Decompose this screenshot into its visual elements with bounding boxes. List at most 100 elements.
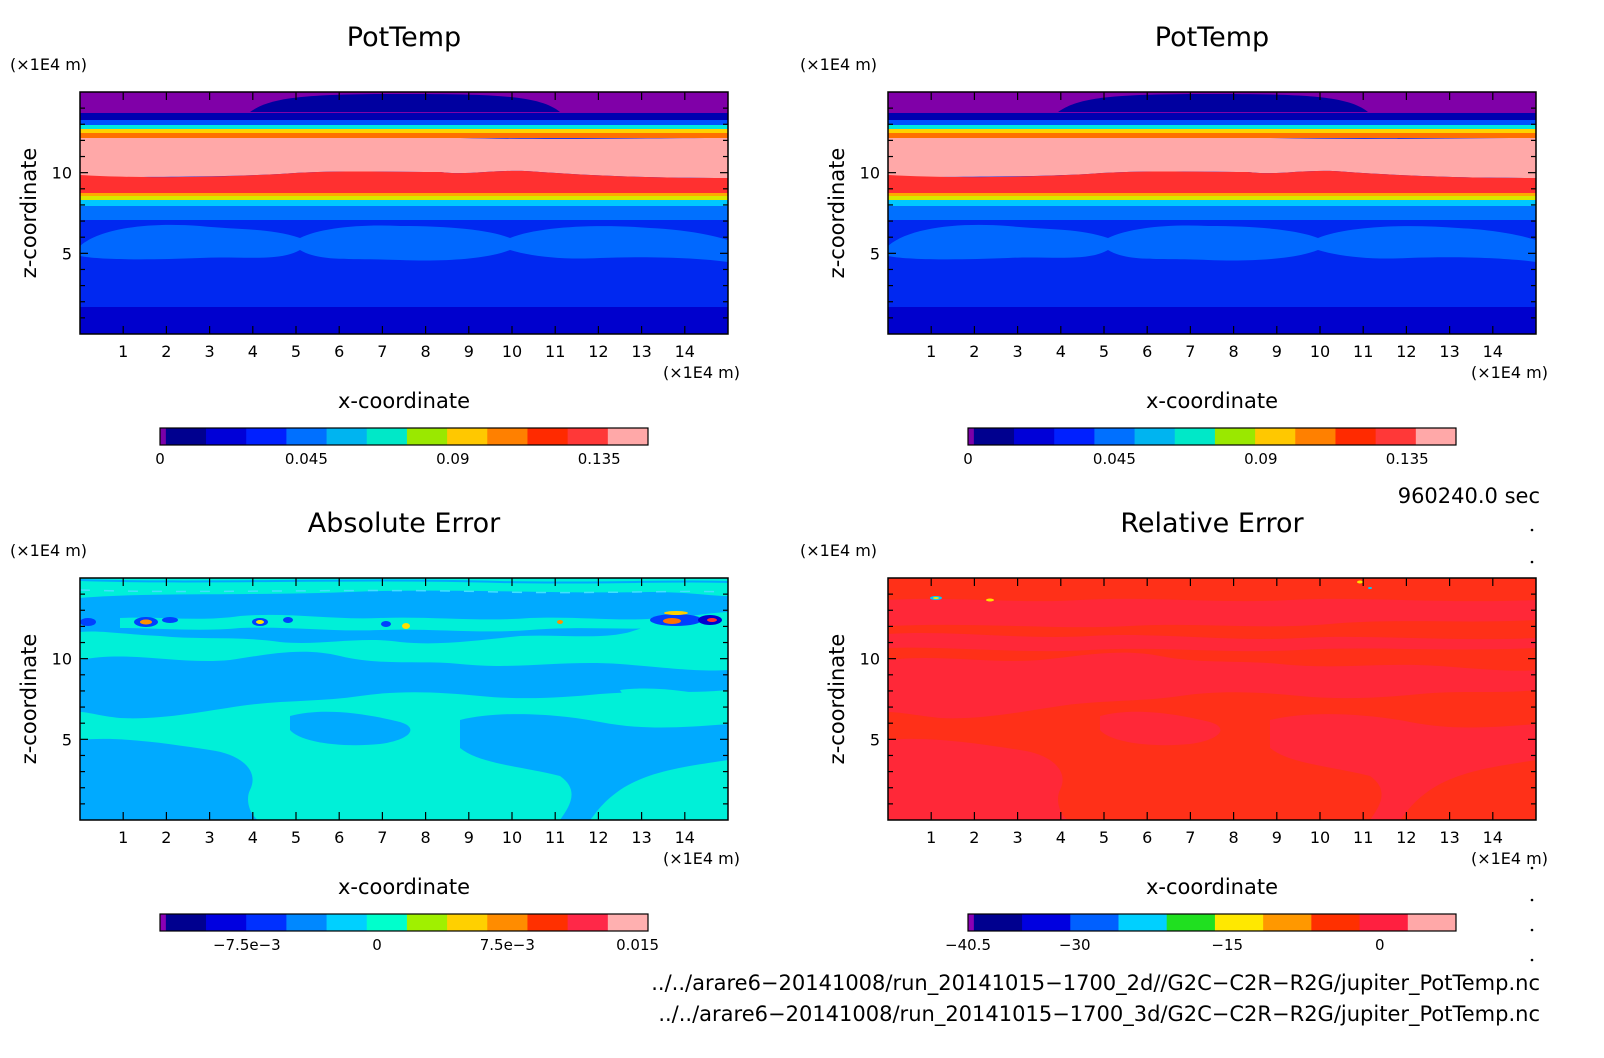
colorbar-tick-label: 0.015 [616, 936, 659, 954]
colorbar-segment [366, 428, 408, 445]
colorbar-segment [968, 428, 975, 445]
y-tick-label: 5 [870, 244, 880, 263]
colorbar-tick-label: 0.135 [578, 450, 621, 468]
x-tick-label: 8 [421, 828, 431, 847]
colorbar: −40.5 −30 −15 0 [945, 913, 1457, 954]
x-tick-label: 6 [334, 828, 344, 847]
x-tick-label: 10 [502, 828, 522, 847]
panel-title: PotTemp [1155, 22, 1269, 53]
x-tick-label: 3 [1013, 342, 1023, 361]
colorbar: −7.5e−3 0 7.5e−3 0.015 [159, 913, 659, 954]
colorbar-segment [1407, 914, 1457, 931]
y-tick-label: 5 [62, 730, 72, 749]
x-tick-label: 9 [1272, 342, 1282, 361]
y-unit-label: (×1E4 m) [800, 55, 877, 74]
y-axis-label: z-coordinate [17, 634, 41, 765]
colorbar-segment [527, 914, 569, 931]
x-unit-label: (×1E4 m) [1471, 363, 1548, 382]
colorbar-segment [567, 428, 609, 445]
colorbar-segment [165, 428, 207, 445]
colorbar-segment [1022, 914, 1071, 931]
panel-absolute-error: Absolute Error (×1E4 m) [10, 508, 740, 954]
contour-field [80, 92, 728, 334]
colorbar-segment [160, 914, 167, 931]
colorbar-segment [406, 428, 448, 445]
colorbar-segment [968, 914, 975, 931]
colorbar-tick-label: 0 [372, 936, 382, 954]
colorbar-segment [607, 914, 649, 931]
x-tick-label: 10 [502, 342, 522, 361]
contour-field [80, 578, 728, 820]
panel-title: Relative Error [1120, 508, 1304, 539]
y-axis-ticks: 5 10 [860, 593, 1536, 805]
x-tick-label: 12 [1396, 828, 1416, 847]
x-tick-label: 10 [1310, 828, 1330, 847]
y-unit-label: (×1E4 m) [10, 541, 87, 560]
colorbar-segment [487, 914, 528, 931]
colorbar-segment [567, 914, 609, 931]
colorbar-segment [1255, 428, 1296, 445]
panel-relative-error: Relative Error (×1E4 m) 1 2 3 4 5 6 7 8 9 10 11 12 1… [800, 508, 1548, 954]
y-tick-label: 10 [860, 650, 880, 669]
x-axis-ticks: 1 2 3 4 5 6 7 8 9 10 11 12 13 14 [118, 92, 695, 361]
x-tick-label: 5 [1099, 828, 1109, 847]
x-tick-label: 12 [1396, 342, 1416, 361]
x-axis-ticks: 1 2 3 4 5 6 7 8 9 10 11 12 13 14 [926, 578, 1503, 847]
panel-title: Absolute Error [308, 508, 501, 539]
x-tick-label: 14 [1483, 828, 1503, 847]
colorbar-segment [286, 428, 328, 445]
x-tick-label: 1 [926, 342, 936, 361]
colorbar-segment [607, 428, 649, 445]
colorbar-frame [159, 913, 649, 932]
x-tick-label: 3 [205, 342, 215, 361]
x-tick-label: 1 [118, 828, 128, 847]
x-tick-label: 4 [1056, 828, 1066, 847]
x-tick-label: 4 [248, 342, 258, 361]
colorbar-segment [1094, 428, 1136, 445]
y-unit-label: (×1E4 m) [10, 55, 87, 74]
colorbar-tick-label: 0.135 [1386, 450, 1429, 468]
x-axis-label: x-coordinate [1146, 389, 1278, 413]
colorbar-segment [286, 914, 328, 931]
colorbar-segment [1359, 914, 1409, 931]
colorbar-segment [246, 428, 287, 445]
x-tick-label: 8 [1229, 828, 1239, 847]
colorbar: 0 0.045 0.09 0.135 [963, 427, 1457, 468]
x-tick-label: 13 [631, 342, 651, 361]
x-axis-ticks: 1 2 3 4 5 6 7 8 9 10 11 12 13 14 [118, 578, 695, 847]
colorbar-tick-label: 0.09 [1244, 450, 1277, 468]
y-tick-label: 5 [62, 244, 72, 263]
x-tick-label: 8 [421, 342, 431, 361]
colorbar-segment [1415, 428, 1457, 445]
x-unit-label: (×1E4 m) [663, 363, 740, 382]
colorbar-tick-label: −15 [1211, 936, 1243, 954]
x-tick-label: 14 [1483, 342, 1503, 361]
x-tick-label: 10 [1310, 342, 1330, 361]
colorbar-segment [447, 428, 488, 445]
x-tick-label: 7 [1185, 342, 1195, 361]
x-tick-label: 1 [926, 828, 936, 847]
x-axis-label: x-coordinate [1146, 875, 1278, 899]
x-tick-label: 2 [969, 342, 979, 361]
colorbar-tick-label: −7.5e−3 [213, 936, 281, 954]
colorbar-tick-label: 0 [155, 450, 165, 468]
x-axis-ticks: 1 2 3 4 5 6 7 8 9 10 11 12 13 14 [926, 92, 1503, 361]
x-axis-label: x-coordinate [338, 389, 470, 413]
x-tick-label: 13 [631, 828, 651, 847]
x-tick-label: 9 [1272, 828, 1282, 847]
x-tick-label: 14 [675, 828, 695, 847]
x-tick-label: 11 [545, 828, 565, 847]
colorbar-tick-label: 7.5e−3 [480, 936, 535, 954]
colorbar-segment [1214, 428, 1256, 445]
colorbar-segment [1335, 428, 1377, 445]
colorbar-segment [1174, 428, 1216, 445]
colorbar-segment [206, 914, 247, 931]
y-tick-label: 10 [52, 164, 72, 183]
file-path-1: ../../arare6−20141008/run_20141015−1700_… [651, 971, 1540, 996]
colorbar-segment [1070, 914, 1119, 931]
y-tick-label: 10 [52, 650, 72, 669]
x-tick-label: 6 [1142, 828, 1152, 847]
colorbar-segment [406, 914, 448, 931]
contour-field [888, 578, 1536, 820]
